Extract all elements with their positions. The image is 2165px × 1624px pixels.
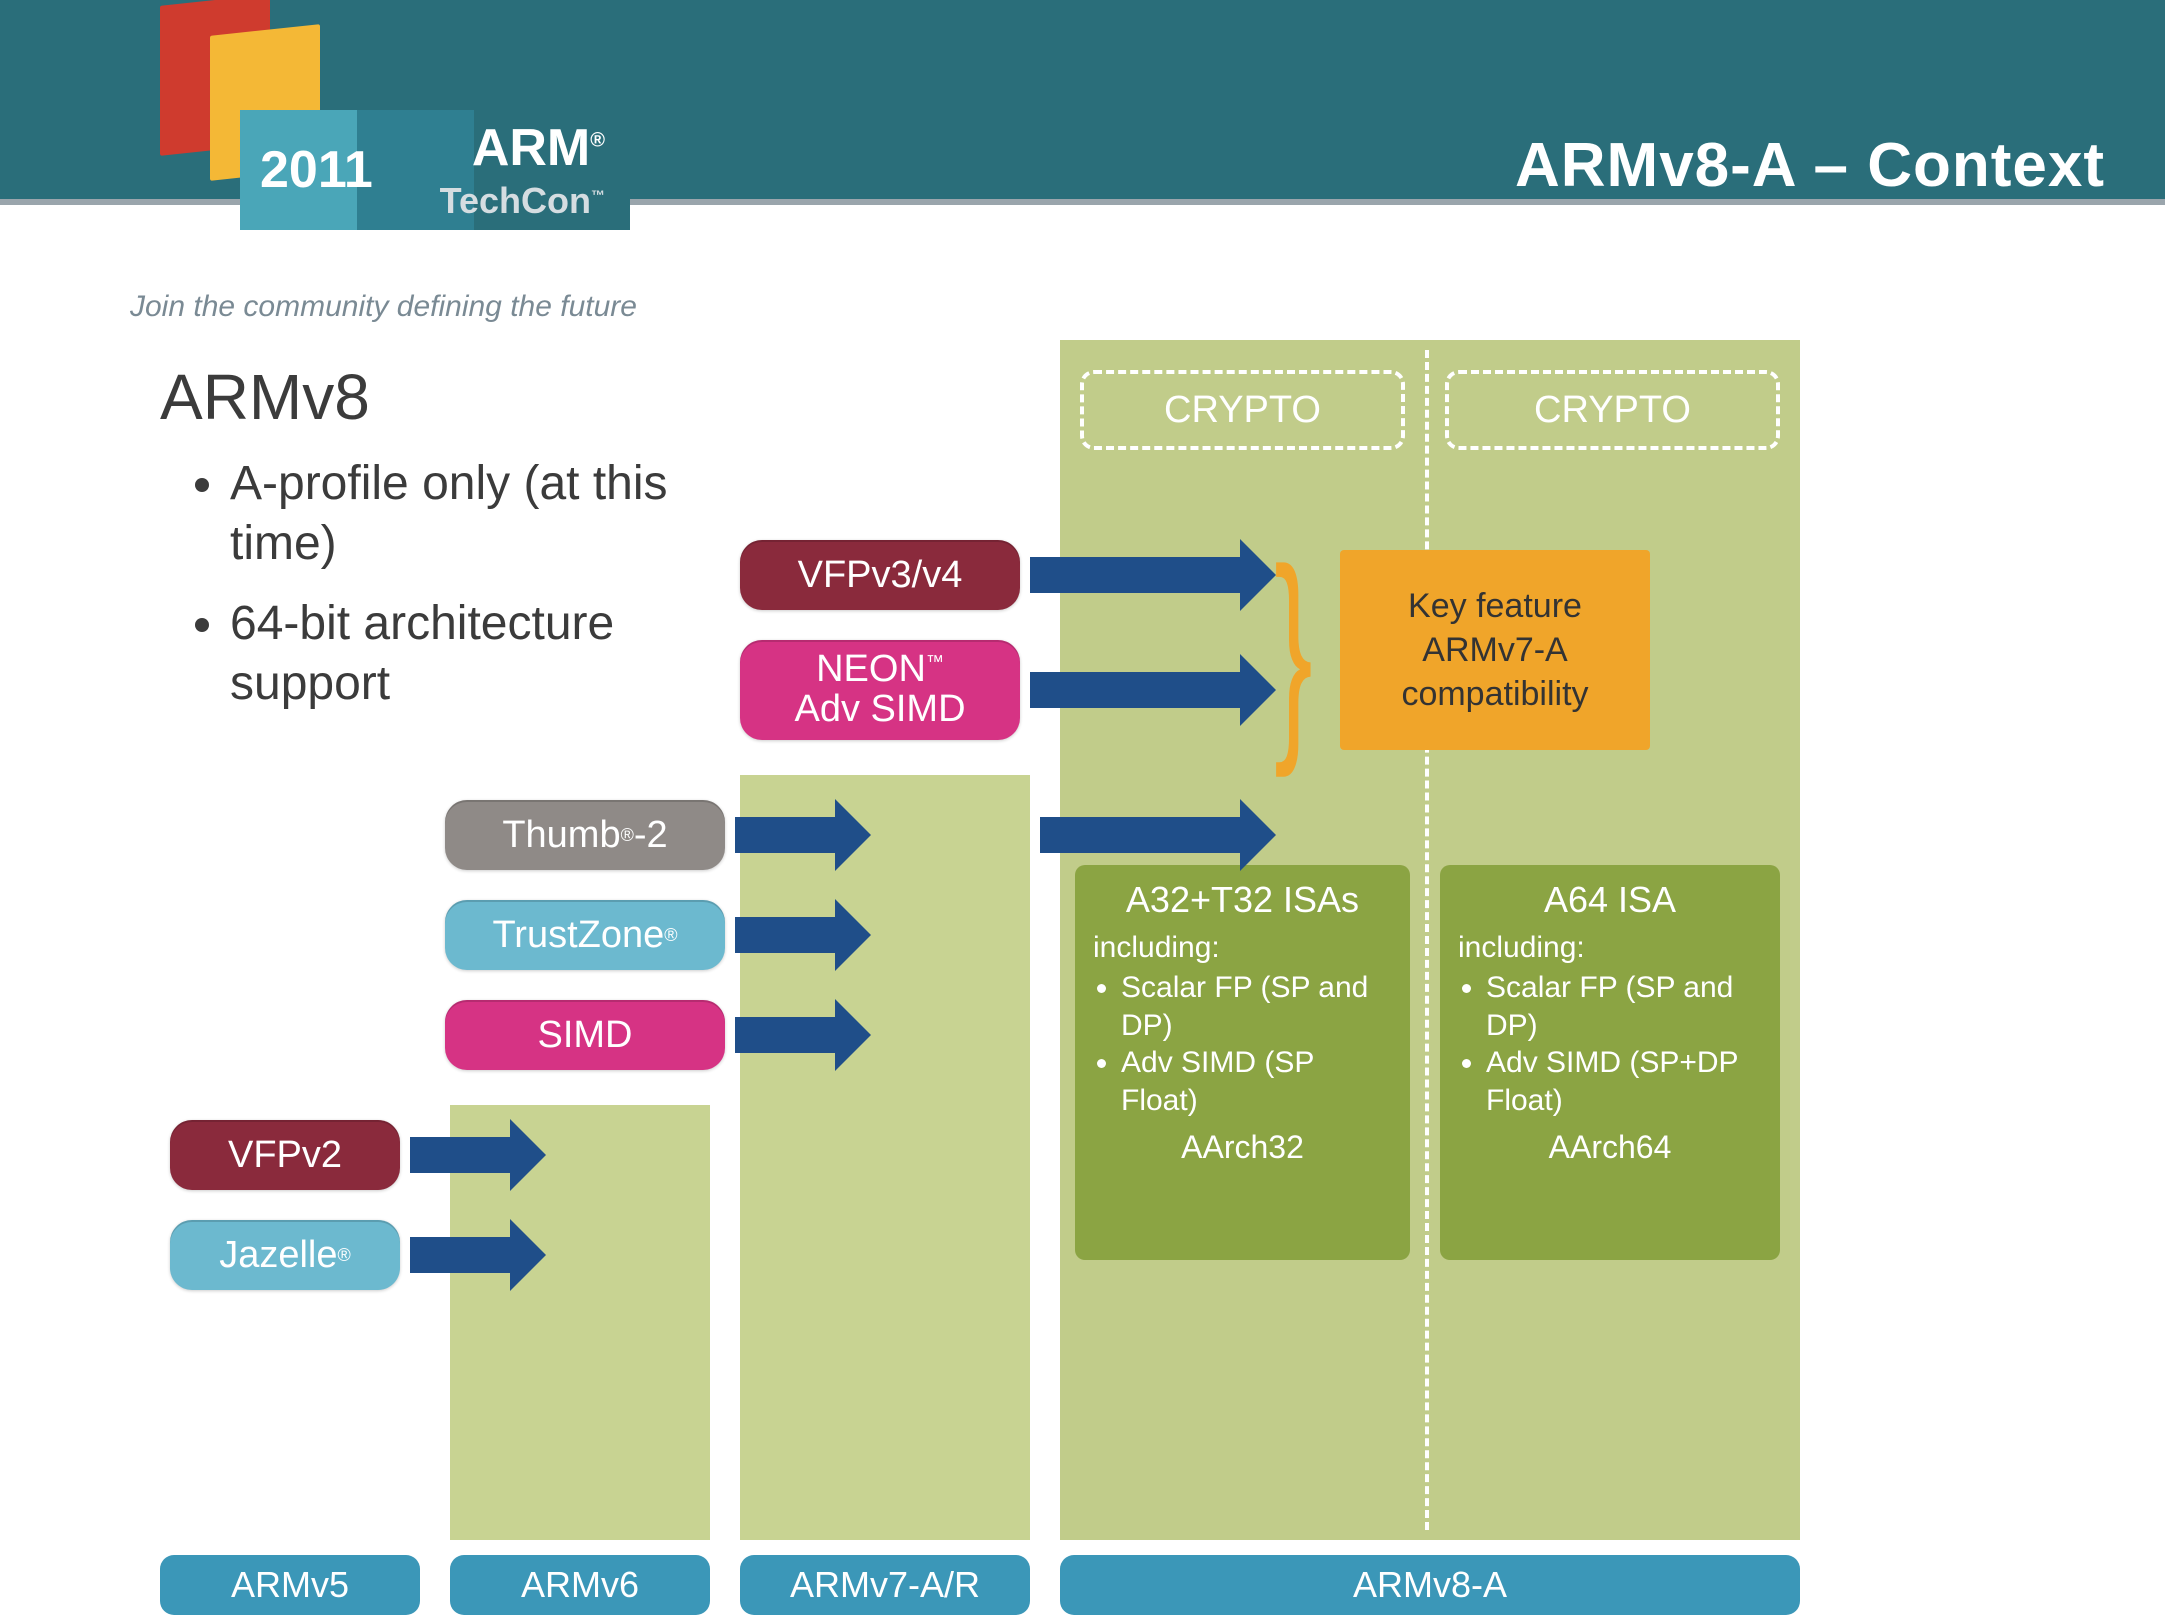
pill-vfpv2: VFPv2 <box>170 1120 400 1190</box>
arrow-icon <box>410 1237 510 1273</box>
pane-footer: AArch32 <box>1093 1129 1392 1166</box>
arrow-icon <box>735 917 835 953</box>
tagline: Join the community defining the future <box>130 290 637 324</box>
crypto-box-a32: CRYPTO <box>1080 370 1405 450</box>
pane-item: Adv SIMD (SP+DP Float) <box>1486 1044 1762 1119</box>
pane-sub: including: <box>1458 931 1762 965</box>
pane-item: Scalar FP (SP and DP) <box>1486 969 1762 1044</box>
arrow-icon <box>1040 817 1240 853</box>
v8-divider <box>1425 350 1429 1530</box>
arrow-icon <box>735 817 835 853</box>
pill-simd: SIMD <box>445 1000 725 1070</box>
logo-box: 2011 ARM® TechCon™ <box>240 110 630 230</box>
col-bg-v7 <box>740 775 1030 1540</box>
arrow-icon <box>410 1137 510 1173</box>
version-label-v8: ARMv8-A <box>1060 1555 1800 1615</box>
version-label-v6: ARMv6 <box>450 1555 710 1615</box>
pill-vfpv34: VFPv3/v4 <box>740 540 1020 610</box>
pane-a64: A64 ISA including: Scalar FP (SP and DP)… <box>1440 865 1780 1260</box>
version-label-v5: ARMv5 <box>160 1555 420 1615</box>
brace-icon: } <box>1274 535 1312 765</box>
page-title: ARMv8-A – Context <box>1515 130 2105 201</box>
version-label-v7: ARMv7-A/R <box>740 1555 1030 1615</box>
pane-footer: AArch64 <box>1458 1129 1762 1166</box>
crypto-box-a64: CRYPTO <box>1445 370 1780 450</box>
arrow-icon <box>735 1017 835 1053</box>
logo-arm: ARM® <box>472 118 605 178</box>
pill-neon: NEON™ Adv SIMD <box>740 640 1020 740</box>
pane-a32: A32+T32 ISAs including: Scalar FP (SP an… <box>1075 865 1410 1260</box>
pane-item: Adv SIMD (SP Float) <box>1121 1044 1392 1119</box>
key-feature-box: Key feature ARMv7-A compatibility <box>1340 550 1650 750</box>
arrow-icon <box>1030 557 1240 593</box>
pane-header: A32+T32 ISAs <box>1093 879 1392 921</box>
pane-sub: including: <box>1093 931 1392 965</box>
pill-jazelle: Jazelle® <box>170 1220 400 1290</box>
arrow-icon <box>1030 672 1240 708</box>
pane-item: Scalar FP (SP and DP) <box>1121 969 1392 1044</box>
pill-thumb2: Thumb®-2 <box>445 800 725 870</box>
pill-trustzone: TrustZone® <box>445 900 725 970</box>
logo-year: 2011 <box>240 140 373 200</box>
diagram: CRYPTO CRYPTO } Key feature ARMv7-A comp… <box>160 340 2125 1624</box>
logo-conf: TechCon™ <box>440 180 605 222</box>
pane-header: A64 ISA <box>1458 879 1762 921</box>
